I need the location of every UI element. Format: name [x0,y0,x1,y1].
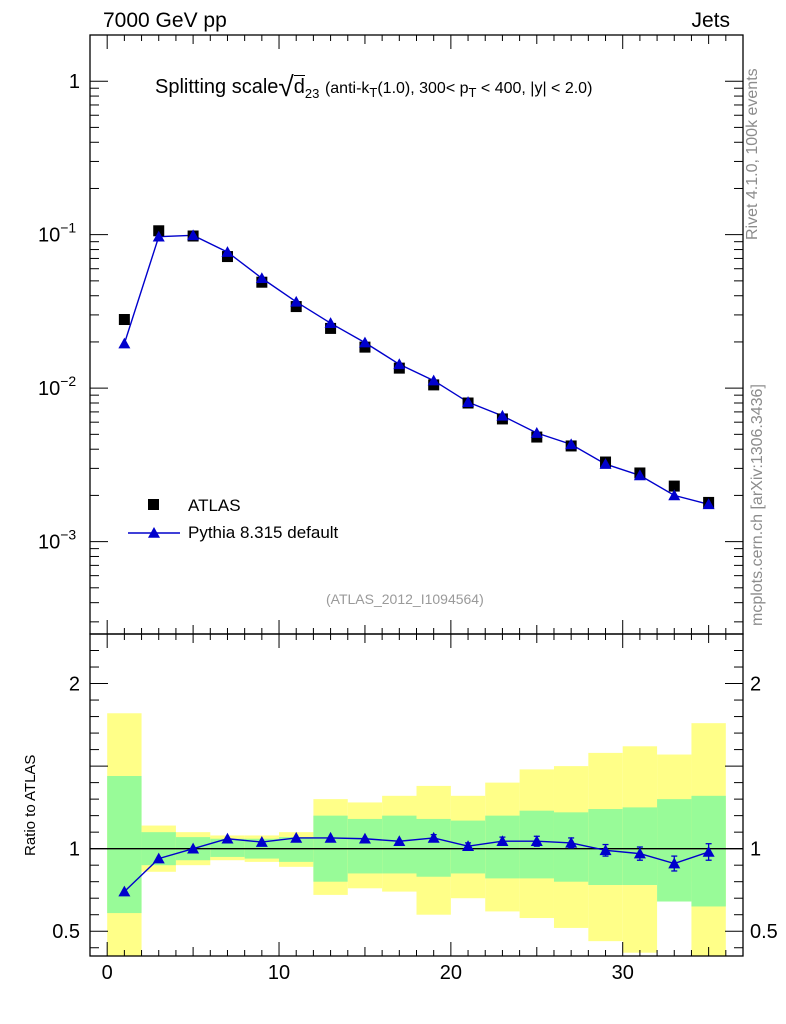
title-sel-b: (1.0), 300< p [377,80,469,97]
legend-atlas-label: ATLAS [188,496,241,515]
pythia-point [221,246,234,257]
ratio-point [496,835,509,847]
x-tick-label: 30 [612,962,634,984]
rivet-version: Rivet 4.1.0, 100k events [744,68,761,240]
title-selection: (anti-kT(1.0), 300< pT < 400, |y| < 2.0) [324,80,593,101]
legend-pythia-marker [148,527,160,538]
pythia-line [123,234,709,505]
analysis-reference: (ATLAS_2012_I1094564) [326,591,484,607]
ratio-ylabel: Ratio to ATLAS [22,754,39,856]
ratio-point [427,831,440,843]
plot-title: Splitting scale√d23 (anti-kT(1.0), 300< … [155,68,593,102]
ratio-point [255,836,268,847]
title-sqrt: √ [278,71,294,102]
title-sel-a: (anti-k [324,80,370,97]
main-frame [89,34,744,635]
pythia-point [668,489,681,501]
ratio-band-inner [210,838,245,857]
pythia-point [393,358,406,370]
y-tick-label: 10−1 [38,220,76,247]
title-prefix: Splitting scale [155,76,279,98]
y-tick-label: 10−3 [38,527,76,554]
ratio-point [221,832,234,844]
pythia-point [462,396,475,407]
legend-atlas-marker [148,499,159,510]
y-tick-label: 10−2 [38,373,76,400]
pythia-point [599,458,612,469]
ratio-point [118,885,131,897]
ratio-band-inner [485,815,520,879]
ratio-point [290,831,303,843]
ratio-point [462,840,475,851]
ratio-point [599,844,612,856]
pythia-point [530,427,543,438]
ratio-point [565,836,578,848]
pythia-point [290,295,303,307]
ratio-point [668,857,681,869]
ratio-y-tick-label-left: 2 [69,674,80,696]
atlas-point [118,314,130,326]
ratio-point [530,835,543,847]
ratio-line [123,837,709,893]
pythia-point [255,272,268,284]
pythia-point [427,374,440,386]
y-tick-label: 1 [69,71,80,93]
x-tick-label: 10 [268,962,290,984]
header-process: Jets [691,9,730,32]
pythia-point [324,317,337,328]
ratio-y-tick-label-left: 1 [69,839,80,861]
ratio-point [393,835,406,847]
x-tick-label: 20 [440,962,462,984]
ratio-y-tick-label-right: 2 [750,674,761,696]
title-pt-sub: T [468,85,477,101]
atlas-point [325,322,337,334]
atlas-point [668,480,680,492]
pythia-point [358,336,371,348]
ratio-y-tick-label-right: 0.5 [750,921,778,943]
header-energy: 7000 GeV pp [103,9,227,32]
pythia-point [152,230,165,242]
pythia-point [118,337,131,349]
ratio-point [702,845,715,857]
title-kt-sub: T [369,85,378,101]
ratio-point [187,842,200,854]
title-var-sub: 23 [304,86,320,101]
ratio-y-tick-label-left: 0.5 [52,921,80,943]
ratio-point [324,831,337,843]
ratio-band-inner [416,818,451,877]
pythia-point [496,409,509,421]
ratio-y-tick-label-right: 1 [750,839,761,861]
ratio-point [152,852,165,864]
pythia-point [187,229,200,241]
x-tick-label: 0 [102,962,113,984]
mcplots-credit: mcplots.cern.ch [arXiv:1306.3436] [749,384,766,626]
ratio-band-inner [622,807,658,885]
title-var: d [293,75,305,98]
ratio-band-inner [347,818,383,874]
ratio-point [633,847,646,859]
ratio-point [358,832,371,844]
pythia-point [633,469,646,481]
title-sel-c: < 400, |y| < 2.0) [476,80,593,97]
legend-pythia-label: Pythia 8.315 default [188,523,339,542]
ratio-band-inner [657,799,692,902]
pythia-point [702,498,715,510]
pythia-point [565,438,578,450]
